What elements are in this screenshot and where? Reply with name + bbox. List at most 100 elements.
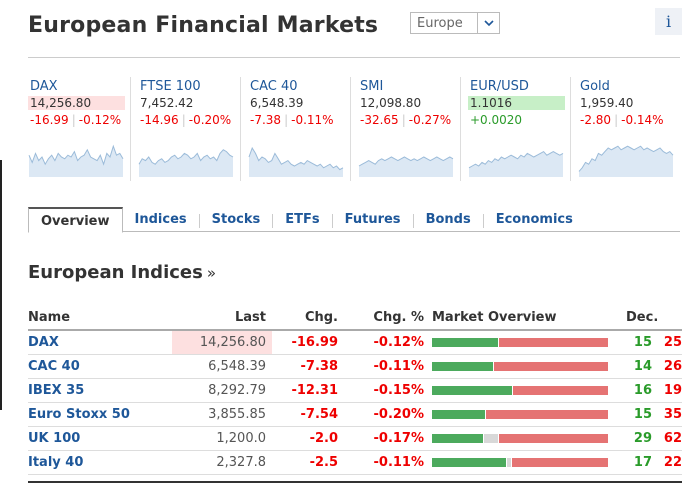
market-breadth-bar xyxy=(432,337,608,347)
row-name-link[interactable]: Italy 40 xyxy=(28,450,172,475)
section-tabs: Overview Indices Stocks ETFs Futures Bonds Eco… xyxy=(28,207,680,233)
sparkline-chart xyxy=(358,156,454,177)
tile-divider xyxy=(130,77,131,181)
tile-divider xyxy=(350,77,351,181)
left-edge-rule xyxy=(0,160,2,410)
tile-last: 14,256.80 xyxy=(28,96,125,110)
table-row[interactable]: CAC 40 6,548.39 -7.38 -0.11% 14 26 xyxy=(28,354,682,379)
row-change-pct: -0.11% xyxy=(344,450,430,475)
tab-etfs[interactable]: ETFs xyxy=(285,212,320,227)
tile-change-separator: | xyxy=(71,113,76,127)
market-tiles: DAX 14,256.80 -16.99 | -0.12% FTSE 100 7,452.4… xyxy=(28,77,680,181)
row-advancers-count: 17 xyxy=(612,450,658,475)
market-tile[interactable]: DAX 14,256.80 -16.99 | -0.12% xyxy=(28,77,128,181)
tile-change-separator: | xyxy=(284,113,289,127)
tab-divider xyxy=(412,214,414,228)
advancers-segment xyxy=(432,337,498,347)
col-header-chg-pct[interactable]: Chg. % xyxy=(344,306,430,331)
decliners-segment xyxy=(498,337,608,347)
market-breadth-bar xyxy=(432,433,608,443)
tile-name[interactable]: FTSE 100 xyxy=(140,79,201,94)
tile-name[interactable]: Gold xyxy=(580,79,610,94)
row-last: 6,548.39 xyxy=(172,354,272,379)
unchanged-segment xyxy=(506,457,512,467)
row-market-overview xyxy=(430,402,612,427)
row-name-link[interactable]: UK 100 xyxy=(28,426,172,451)
tile-change-value: +0.0020 xyxy=(470,113,523,127)
tile-change-pct: -0.20% xyxy=(188,113,232,127)
row-decliners-count: 22 xyxy=(658,450,682,475)
tile-last: 1,959.40 xyxy=(580,96,634,110)
tab-bonds[interactable]: Bonds xyxy=(425,212,471,227)
row-name-link[interactable]: Euro Stoxx 50 xyxy=(28,402,172,427)
row-last: 3,855.85 xyxy=(172,402,272,427)
row-advancers-count: 29 xyxy=(612,426,658,451)
tile-name[interactable]: EUR/USD xyxy=(470,79,529,94)
row-name-link[interactable]: DAX xyxy=(28,330,172,355)
decliners-segment xyxy=(499,433,608,443)
tab-indices[interactable]: Indices xyxy=(134,212,187,227)
sparkline-area xyxy=(29,146,123,177)
tile-change-separator: | xyxy=(614,113,619,127)
advancers-segment xyxy=(432,385,512,395)
decliners-segment xyxy=(513,385,608,395)
sparkline-line xyxy=(358,156,454,167)
sparkline-chart xyxy=(138,149,234,177)
sparkline-line xyxy=(28,144,124,166)
tile-change-pct: -0.27% xyxy=(408,113,452,127)
advancers-segment xyxy=(432,361,494,371)
tile-name[interactable]: DAX xyxy=(30,79,58,94)
table-row[interactable]: Italy 40 2,327.8 -2.5 -0.11% 17 22 xyxy=(28,450,682,475)
col-header-name[interactable]: Name xyxy=(28,306,172,331)
row-name-link[interactable]: IBEX 35 xyxy=(28,378,172,403)
row-decliners-count: 62 xyxy=(658,426,682,451)
tile-change: -2.80 | -0.14% xyxy=(580,113,664,127)
row-last: 8,292.79 xyxy=(172,378,272,403)
market-tile[interactable]: EUR/USD 1.1016 +0.0020 xyxy=(468,77,568,181)
row-change-pct: -0.20% xyxy=(344,402,430,427)
row-change: -12.31 xyxy=(272,378,344,403)
row-advancers-count: 16 xyxy=(612,378,658,403)
market-breadth-bar xyxy=(432,385,608,395)
sparkline-line xyxy=(248,146,344,171)
segment-gap xyxy=(493,361,495,371)
market-tile[interactable]: FTSE 100 7,452.42 -14.96 | -0.20% xyxy=(138,77,238,181)
row-change: -2.0 xyxy=(272,426,344,451)
decliners-segment xyxy=(494,361,608,371)
tile-change-separator: | xyxy=(181,113,186,127)
advancers-segment xyxy=(432,433,483,443)
table-row[interactable]: DAX 14,256.80 -16.99 -0.12% 15 25 xyxy=(28,330,682,355)
market-tile[interactable]: Gold 1,959.40 -2.80 | -0.14% xyxy=(578,77,678,181)
row-decliners-count: 19 xyxy=(658,378,682,403)
info-button[interactable]: i xyxy=(655,8,682,35)
row-change-pct: -0.15% xyxy=(344,378,430,403)
tab-economics[interactable]: Economics xyxy=(495,212,573,227)
row-decliners-count: 25 xyxy=(658,330,682,355)
row-name-link[interactable]: CAC 40 xyxy=(28,354,172,379)
sparkline-chart xyxy=(248,146,344,177)
tab-futures[interactable]: Futures xyxy=(344,212,401,227)
market-tile[interactable]: SMI 12,098.80 -32.65 | -0.27% xyxy=(358,77,458,181)
tile-last: 1.1016 xyxy=(468,96,565,110)
row-market-overview xyxy=(430,426,612,451)
market-tile[interactable]: CAC 40 6,548.39 -7.38 | -0.11% xyxy=(248,77,348,181)
row-last: 14,256.80 xyxy=(172,330,272,355)
col-header-chg[interactable]: Chg. xyxy=(272,306,344,331)
sparkline-area xyxy=(249,148,343,177)
tile-name[interactable]: CAC 40 xyxy=(250,79,298,94)
tile-change-value: -14.96 xyxy=(140,113,179,127)
region-select[interactable]: Europe xyxy=(410,12,500,34)
col-header-last[interactable]: Last xyxy=(172,306,272,331)
table-row[interactable]: Euro Stoxx 50 3,855.85 -7.54 -0.20% 15 35 xyxy=(28,402,682,427)
tab-overview[interactable]: Overview xyxy=(28,207,123,233)
section-title[interactable]: European Indices» xyxy=(28,262,216,283)
tab-divider xyxy=(272,214,274,228)
table-row[interactable]: IBEX 35 8,292.79 -12.31 -0.15% 16 19 xyxy=(28,378,682,403)
tile-divider xyxy=(460,77,461,181)
tile-change: -7.38 | -0.11% xyxy=(250,113,334,127)
col-header-dec: Dec. xyxy=(612,306,682,331)
row-market-overview xyxy=(430,354,612,379)
tile-name[interactable]: SMI xyxy=(360,79,384,94)
tab-stocks[interactable]: Stocks xyxy=(211,212,261,227)
table-row[interactable]: UK 100 1,200.0 -2.0 -0.17% 29 62 xyxy=(28,426,682,451)
